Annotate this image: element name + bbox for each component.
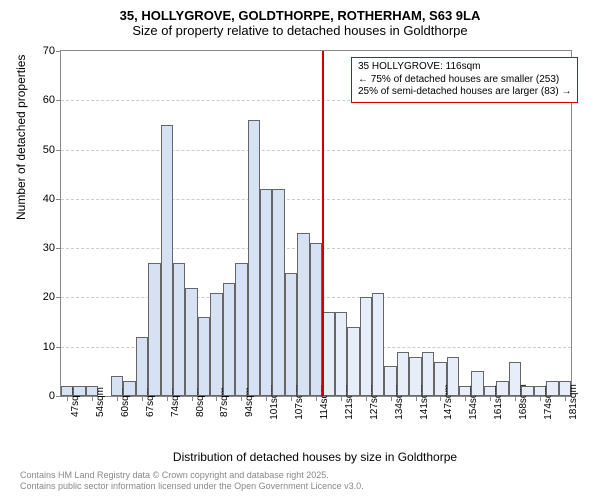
histogram-bar [422,352,434,396]
histogram-bar [123,381,135,396]
histogram-bar [397,352,409,396]
y-tick-mark [56,396,61,397]
histogram-bar [297,233,309,396]
x-tick-mark [142,396,143,401]
histogram-bar [347,327,359,396]
x-tick-mark [465,396,466,401]
histogram-bar [285,273,297,396]
gridline [61,199,571,200]
histogram-bar [198,317,210,396]
histogram-bar [360,297,372,396]
x-tick-mark [316,396,317,401]
histogram-bar [161,125,173,396]
histogram-bar [372,293,384,397]
histogram-bar [496,381,508,396]
x-tick-mark [92,396,93,401]
histogram-bar [310,243,322,396]
histogram-bar [260,189,272,396]
histogram-bar [248,120,260,396]
annotation-line3: 25% of semi-detached houses are larger (… [358,86,571,99]
chart-container: 35, HOLLYGROVE, GOLDTHORPE, ROTHERHAM, S… [0,0,600,500]
y-axis-label: Number of detached properties [14,55,28,220]
histogram-bar [235,263,247,396]
y-tick-label: 30 [43,242,55,254]
y-tick-mark [56,51,61,52]
x-tick-mark [192,396,193,401]
histogram-bar [447,357,459,396]
footer-line2: Contains public sector information licen… [20,481,364,492]
x-tick-mark [67,396,68,401]
y-tick-mark [56,199,61,200]
histogram-bar [185,288,197,396]
marker-line [322,51,324,396]
y-tick-label: 50 [43,144,55,156]
y-tick-mark [56,347,61,348]
histogram-bar [173,263,185,396]
x-tick-mark [167,396,168,401]
y-tick-mark [56,150,61,151]
histogram-bar [272,189,284,396]
histogram-bar [223,283,235,396]
y-tick-label: 70 [43,45,55,57]
histogram-bar [210,293,222,397]
histogram-bar [148,263,160,396]
y-tick-mark [56,297,61,298]
x-tick-mark [391,396,392,401]
histogram-bar [471,371,483,396]
x-tick-mark [241,396,242,401]
footer-line1: Contains HM Land Registry data © Crown c… [20,470,364,481]
y-tick-label: 20 [43,291,55,303]
y-tick-label: 0 [49,390,55,402]
gridline [61,150,571,151]
annotation-line1: 35 HOLLYGROVE: 116sqm [358,61,571,74]
x-tick-mark [490,396,491,401]
y-tick-label: 10 [43,341,55,353]
x-tick-mark [366,396,367,401]
x-tick-mark [291,396,292,401]
annotation-box: 35 HOLLYGROVE: 116sqm← 75% of detached h… [351,57,578,103]
y-tick-label: 40 [43,193,55,205]
y-tick-mark [56,248,61,249]
chart-title-line1: 35, HOLLYGROVE, GOLDTHORPE, ROTHERHAM, S… [0,0,600,23]
x-tick-label: 54sqm [95,387,106,417]
x-tick-mark [440,396,441,401]
histogram-bar [73,386,85,396]
y-tick-label: 60 [43,94,55,106]
x-tick-mark [117,396,118,401]
chart-title-line2: Size of property relative to detached ho… [0,23,600,42]
histogram-bar [546,381,558,396]
x-tick-mark [540,396,541,401]
plot-area: 01020304050607047sqm54sqm60sqm67sqm74sqm… [60,50,572,397]
y-tick-mark [56,100,61,101]
histogram-bar [521,386,533,396]
x-tick-mark [341,396,342,401]
x-tick-mark [515,396,516,401]
x-tick-mark [565,396,566,401]
x-tick-label: 181sqm [568,384,579,420]
footer: Contains HM Land Registry data © Crown c… [20,470,364,492]
x-axis-label: Distribution of detached houses by size … [60,450,570,464]
x-tick-mark [266,396,267,401]
x-tick-mark [416,396,417,401]
annotation-line2: ← 75% of detached houses are smaller (25… [358,74,571,87]
x-tick-mark [216,396,217,401]
